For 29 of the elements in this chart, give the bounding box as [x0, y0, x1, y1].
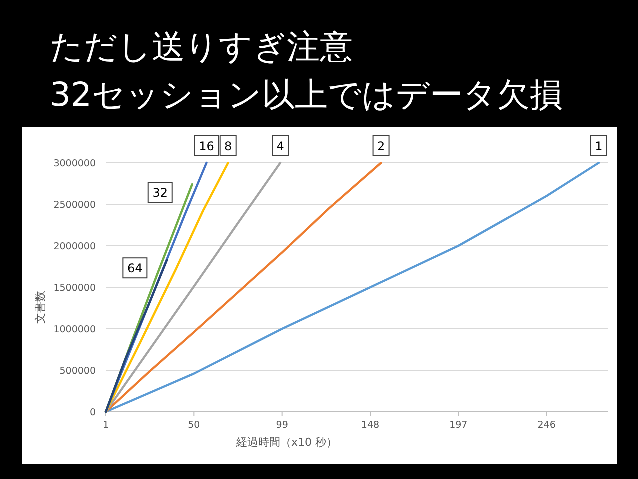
line-series [104, 162, 230, 414]
y-tick-label: 2000000 [54, 242, 96, 252]
series-label: 64 [128, 262, 143, 276]
y-tick-label: 2500000 [54, 200, 96, 211]
y-tick-label: 0 [90, 408, 96, 418]
series-label: 2 [377, 140, 386, 154]
y-axis-title: 文書数 [34, 291, 47, 324]
x-tick-label: 50 [188, 420, 200, 431]
series-label: 4 [276, 140, 284, 154]
x-tick-label: 148 [361, 420, 380, 431]
x-axis-title: 経過時間（x10 秒） [235, 436, 338, 449]
chart-subtitle: 32セッション以上ではデータ欠損 [50, 75, 563, 114]
line-series [104, 162, 382, 414]
x-tick-label: 99 [276, 420, 288, 431]
y-tick-label: 1500000 [54, 283, 96, 294]
series-label: 1 [595, 140, 603, 154]
y-tick-label: 3000000 [54, 158, 96, 170]
x-tick-label: 197 [450, 420, 468, 431]
y-tick-label: 500000 [60, 366, 96, 377]
series-label: 16 [199, 140, 214, 154]
line-series [104, 162, 282, 414]
x-tick-label: 246 [538, 420, 556, 431]
x-tick-label: 1 [102, 420, 110, 431]
line-series [104, 162, 600, 414]
y-tick-label: 1000000 [54, 324, 96, 336]
series-label: 32 [152, 186, 168, 200]
line-series [104, 259, 168, 414]
series-label: 8 [224, 140, 232, 154]
chart-title: ただし送りすぎ注意 [50, 27, 353, 66]
